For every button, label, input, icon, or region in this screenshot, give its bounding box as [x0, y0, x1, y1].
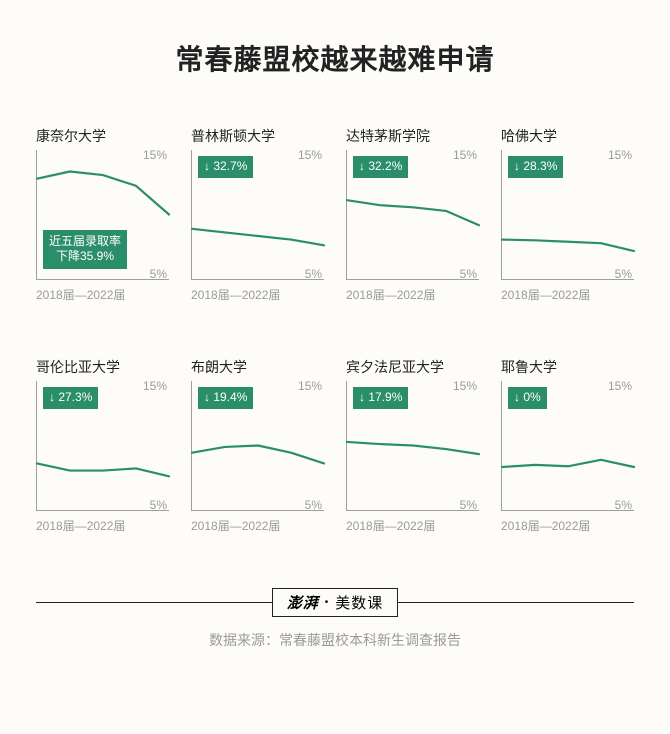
chart-title: 达特茅斯学院 [346, 126, 479, 146]
chart-panel: 耶鲁大学 15%5%↓ 0% 2018届—2022届 [501, 357, 634, 534]
decline-badge: ↓ 28.3% [508, 156, 563, 178]
chart-title: 布朗大学 [191, 357, 324, 377]
chart-title: 哥伦比亚大学 [36, 357, 169, 377]
x-axis-label: 2018届—2022届 [346, 517, 479, 534]
brand-text: 美数课 [335, 592, 383, 613]
chart-area: 15%5%↓ 0% [501, 381, 634, 511]
decline-badge: ↓ 19.4% [198, 387, 253, 409]
x-axis-label: 2018届—2022届 [501, 517, 634, 534]
page-title: 常春藤盟校越来越难申请 [36, 38, 634, 78]
brand-badge: 澎湃 • 美数课 [272, 588, 399, 617]
chart-panel: 康奈尔大学 15%5%近五届录取率下降35.9% 2018届—2022届 [36, 126, 169, 303]
chart-title: 哈佛大学 [501, 126, 634, 146]
x-axis-label: 2018届—2022届 [191, 517, 324, 534]
chart-panel: 哥伦比亚大学 15%5%↓ 27.3% 2018届—2022届 [36, 357, 169, 534]
decline-badge: ↓ 27.3% [43, 387, 98, 409]
chart-panel: 哈佛大学 15%5%↓ 28.3% 2018届—2022届 [501, 126, 634, 303]
chart-panel: 达特茅斯学院 15%5%↓ 32.2% 2018届—2022届 [346, 126, 479, 303]
decline-badge: ↓ 17.9% [353, 387, 408, 409]
decline-badge: 近五届录取率下降35.9% [43, 230, 127, 269]
chart-panel: 宾夕法尼亚大学 15%5%↓ 17.9% 2018届—2022届 [346, 357, 479, 534]
chart-area: 15%5%↓ 32.7% [191, 150, 324, 280]
chart-grid: 康奈尔大学15%5%近五届录取率下降35.9%2018届—2022届普林斯顿大学… [36, 126, 634, 534]
chart-area: 15%5%↓ 28.3% [501, 150, 634, 280]
x-axis-label: 2018届—2022届 [346, 286, 479, 303]
chart-area: 15%5%↓ 17.9% [346, 381, 479, 511]
chart-area: 15%5%↓ 32.2% [346, 150, 479, 280]
data-source: 数据来源：常春藤盟校本科新生调查报告 [36, 630, 634, 650]
x-axis-label: 2018届—2022届 [191, 286, 324, 303]
chart-title: 耶鲁大学 [501, 357, 634, 377]
chart-panel: 布朗大学 15%5%↓ 19.4% 2018届—2022届 [191, 357, 324, 534]
brand-separator: • [325, 597, 330, 608]
brand-logo: 澎湃 [287, 592, 319, 613]
chart-title: 普林斯顿大学 [191, 126, 324, 146]
x-axis-label: 2018届—2022届 [501, 286, 634, 303]
chart-title: 宾夕法尼亚大学 [346, 357, 479, 377]
x-axis-label: 2018届—2022届 [36, 517, 169, 534]
chart-panel: 普林斯顿大学 15%5%↓ 32.7% 2018届—2022届 [191, 126, 324, 303]
chart-area: 15%5%↓ 19.4% [191, 381, 324, 511]
chart-title: 康奈尔大学 [36, 126, 169, 146]
decline-badge: ↓ 32.7% [198, 156, 253, 178]
x-axis-label: 2018届—2022届 [36, 286, 169, 303]
chart-area: 15%5%↓ 27.3% [36, 381, 169, 511]
decline-badge: ↓ 32.2% [353, 156, 408, 178]
chart-area: 15%5%近五届录取率下降35.9% [36, 150, 169, 280]
decline-badge: ↓ 0% [508, 387, 547, 409]
footer-divider: 澎湃 • 美数课 [36, 588, 634, 616]
footer: 澎湃 • 美数课 数据来源：常春藤盟校本科新生调查报告 [36, 588, 634, 650]
